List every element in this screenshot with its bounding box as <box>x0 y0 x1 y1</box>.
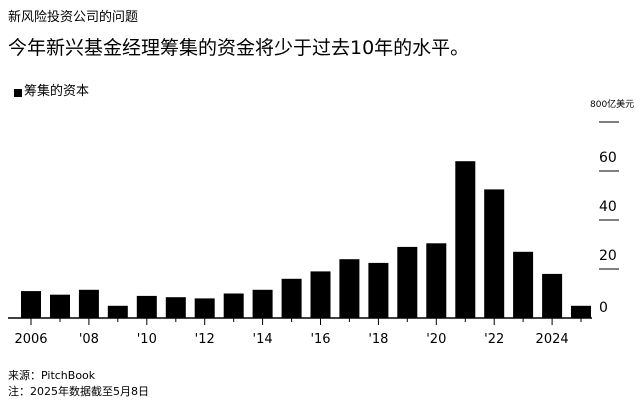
y-axis: 800亿美元 0 20 40 60 <box>590 98 634 316</box>
bar-2008 <box>78 289 99 318</box>
bar-2014 <box>252 289 273 318</box>
bar-2023 <box>513 251 534 318</box>
x-tick-label-2018: '18 <box>368 332 388 347</box>
x-tick-label-2016: '16 <box>310 332 330 347</box>
bar-2010 <box>136 295 157 318</box>
legend-swatch <box>14 88 22 97</box>
bar-2015 <box>281 278 302 318</box>
x-tick-label-2020: '20 <box>426 332 446 347</box>
y-tick-label-20: 20 <box>599 248 617 264</box>
bar-2022 <box>484 189 505 318</box>
y-axis-unit-label: 800亿美元 <box>590 98 634 110</box>
x-tick-label-2006: 2006 <box>14 332 47 347</box>
x-tick-label-2012: '12 <box>195 332 215 347</box>
bar-2011 <box>165 297 186 318</box>
chart-kicker: 新风险投资公司的问题 <box>8 10 139 25</box>
bar-2021 <box>455 161 476 318</box>
x-tick-label-2010: '10 <box>137 332 157 347</box>
bar-2009 <box>107 305 128 319</box>
x-tick-label-2024: 2024 <box>536 332 569 347</box>
chart-legend: 筹集的资本 <box>14 80 89 99</box>
bar-2020 <box>426 243 447 318</box>
legend-label: 筹集的资本 <box>24 84 90 99</box>
bar-2019 <box>397 246 418 318</box>
bar-2012 <box>194 298 215 318</box>
y-tick-label-0: 0 <box>599 300 608 316</box>
bar-2025 <box>571 305 591 319</box>
bar-2017 <box>339 259 360 318</box>
bar-2013 <box>223 293 244 318</box>
chart-headline: 今年新兴基金经理筹集的资金将少于过去10年的水平。 <box>8 37 470 59</box>
footnote: 注：2025年数据截至5月8日 <box>8 385 149 398</box>
x-tick-label-2014: '14 <box>253 332 273 347</box>
x-axis: 2006 '08 '10 '12 '14 '16 '18 '20 '22 2024 <box>14 318 582 347</box>
bar-2018 <box>368 262 389 318</box>
bar-2007 <box>50 294 70 318</box>
source-note: 来源：PitchBook <box>8 369 96 382</box>
x-tick-label-2022: '22 <box>484 332 504 347</box>
y-tick-label-60: 60 <box>599 150 617 166</box>
y-tick-label-40: 40 <box>599 199 617 215</box>
bar-2016 <box>310 271 331 318</box>
bars-group <box>21 161 591 319</box>
x-tick-label-2008: '08 <box>79 332 99 347</box>
bar-2006 <box>21 291 41 318</box>
bar-2024 <box>542 273 563 318</box>
